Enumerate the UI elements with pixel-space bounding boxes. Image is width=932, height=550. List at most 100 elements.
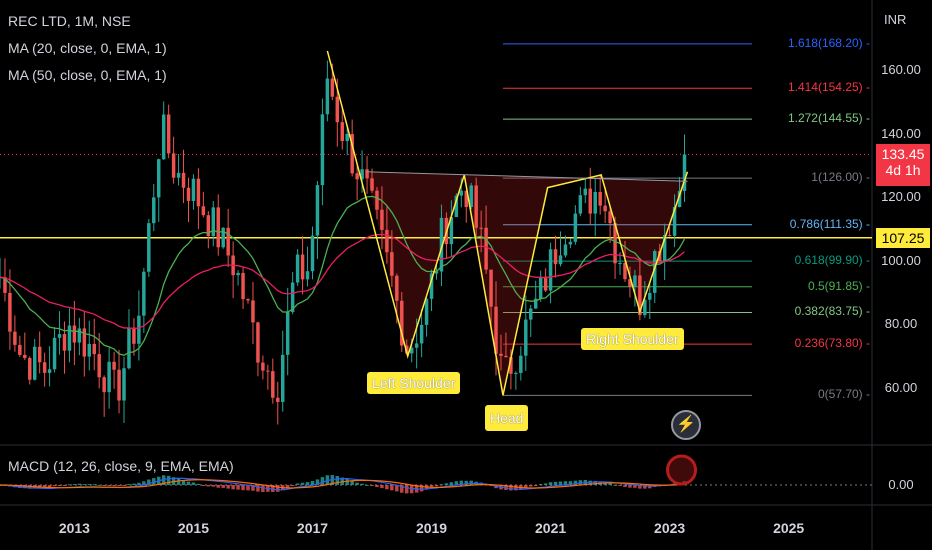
candle <box>300 254 305 280</box>
candle <box>499 353 503 356</box>
candle <box>37 346 42 363</box>
candle <box>266 370 270 372</box>
candle <box>345 133 349 142</box>
fib-level-label: 0.236(73.80) - <box>794 336 870 351</box>
candle <box>474 185 478 228</box>
candle <box>613 223 617 264</box>
right-shoulder-label: Right Shoulder <box>581 328 684 350</box>
macd-histogram-bar <box>529 485 533 487</box>
chart-title: REC LTD, 1M, NSE <box>8 13 131 29</box>
macd-histogram-bar <box>633 485 637 488</box>
x-tick-label: 2025 <box>773 520 805 536</box>
candle <box>176 172 181 178</box>
candle <box>290 282 295 312</box>
macd-histogram-bar <box>161 475 166 485</box>
candle <box>459 190 464 196</box>
candle <box>409 347 414 354</box>
macd-histogram-bar <box>449 482 454 485</box>
candle <box>112 361 116 370</box>
candle <box>23 354 27 359</box>
candle <box>171 153 176 178</box>
candle <box>370 178 374 191</box>
macd-histogram-bar <box>137 482 141 485</box>
candle <box>3 277 7 293</box>
candle <box>142 271 146 316</box>
macd-histogram-bar <box>241 485 245 491</box>
macd-histogram-bar <box>181 480 186 485</box>
candle <box>682 154 687 191</box>
ma20-legend: MA (20, close, 0, EMA, 1) <box>8 40 167 56</box>
x-tick-label: 2021 <box>535 520 567 536</box>
fib-level-label: 0.786(111.35) - <box>789 216 870 231</box>
candle <box>92 343 96 355</box>
macd-histogram-bar <box>459 480 464 485</box>
x-tick-label: 2023 <box>654 520 686 536</box>
candle <box>623 262 627 280</box>
macd-histogram-bar <box>543 483 548 485</box>
candle <box>588 188 592 214</box>
candle <box>137 315 141 344</box>
macd-histogram-bar <box>558 481 563 485</box>
fib-level-label: 0.382(83.75) - <box>794 304 870 319</box>
lightning-icon[interactable]: ⚡ <box>671 410 701 440</box>
macd-histogram-bar <box>429 485 434 488</box>
ema50-line <box>0 233 685 330</box>
candle <box>657 251 662 262</box>
candle <box>285 311 290 355</box>
macd-histogram-bar <box>77 483 82 485</box>
candle <box>246 299 250 301</box>
macd-histogram-bar <box>72 484 77 486</box>
candle <box>77 328 82 343</box>
macd-histogram-bar <box>628 485 632 488</box>
candle <box>529 308 533 320</box>
candle <box>305 271 310 280</box>
macd-histogram-bar <box>102 485 106 486</box>
macd-histogram-bar <box>355 482 359 485</box>
macd-histogram-bar <box>295 483 300 485</box>
candle <box>256 322 260 363</box>
macd-histogram-bar <box>533 485 538 486</box>
macd-histogram-bar <box>390 485 394 491</box>
macd-histogram-bar <box>152 478 156 485</box>
candle <box>87 343 92 357</box>
candle <box>330 78 335 97</box>
candle <box>484 227 488 270</box>
macd-histogram-bar <box>251 485 255 491</box>
level-price-badge: 107.25 <box>876 228 930 248</box>
candle <box>57 334 62 338</box>
fib-level-label: 0.618(99.90) - <box>794 253 870 268</box>
macd-histogram-bar <box>67 484 72 486</box>
candle <box>434 271 439 274</box>
macd-histogram-bar <box>618 485 622 486</box>
candle <box>583 188 588 196</box>
candle <box>643 299 647 316</box>
macd-histogram-bar <box>315 479 320 485</box>
macd-histogram-bar <box>300 482 305 485</box>
pattern-zigzag <box>326 50 689 396</box>
macd-histogram-bar <box>231 485 235 490</box>
macd-histogram-bar <box>370 485 374 486</box>
candle <box>449 217 454 245</box>
candle <box>18 344 22 355</box>
ema20-line <box>0 195 686 356</box>
candle <box>533 298 538 309</box>
macd-histogram-bar <box>509 485 513 491</box>
macd-histogram-bar <box>548 482 553 485</box>
candle <box>514 372 518 374</box>
macd-histogram-bar <box>201 485 206 486</box>
candle <box>355 173 359 180</box>
macd-histogram-bar <box>320 477 325 485</box>
candle <box>667 235 672 237</box>
candle <box>72 325 77 343</box>
macd-histogram-bar <box>375 485 379 487</box>
candle <box>310 235 315 272</box>
candle <box>662 235 667 262</box>
macd-histogram-bar <box>57 485 62 486</box>
candle <box>360 169 364 180</box>
candle <box>563 244 568 256</box>
candle <box>439 217 444 272</box>
pattern-neckline <box>366 171 688 182</box>
macd-histogram-bar <box>236 485 240 490</box>
fib-level-label: 1.618(168.20) - <box>787 35 870 50</box>
